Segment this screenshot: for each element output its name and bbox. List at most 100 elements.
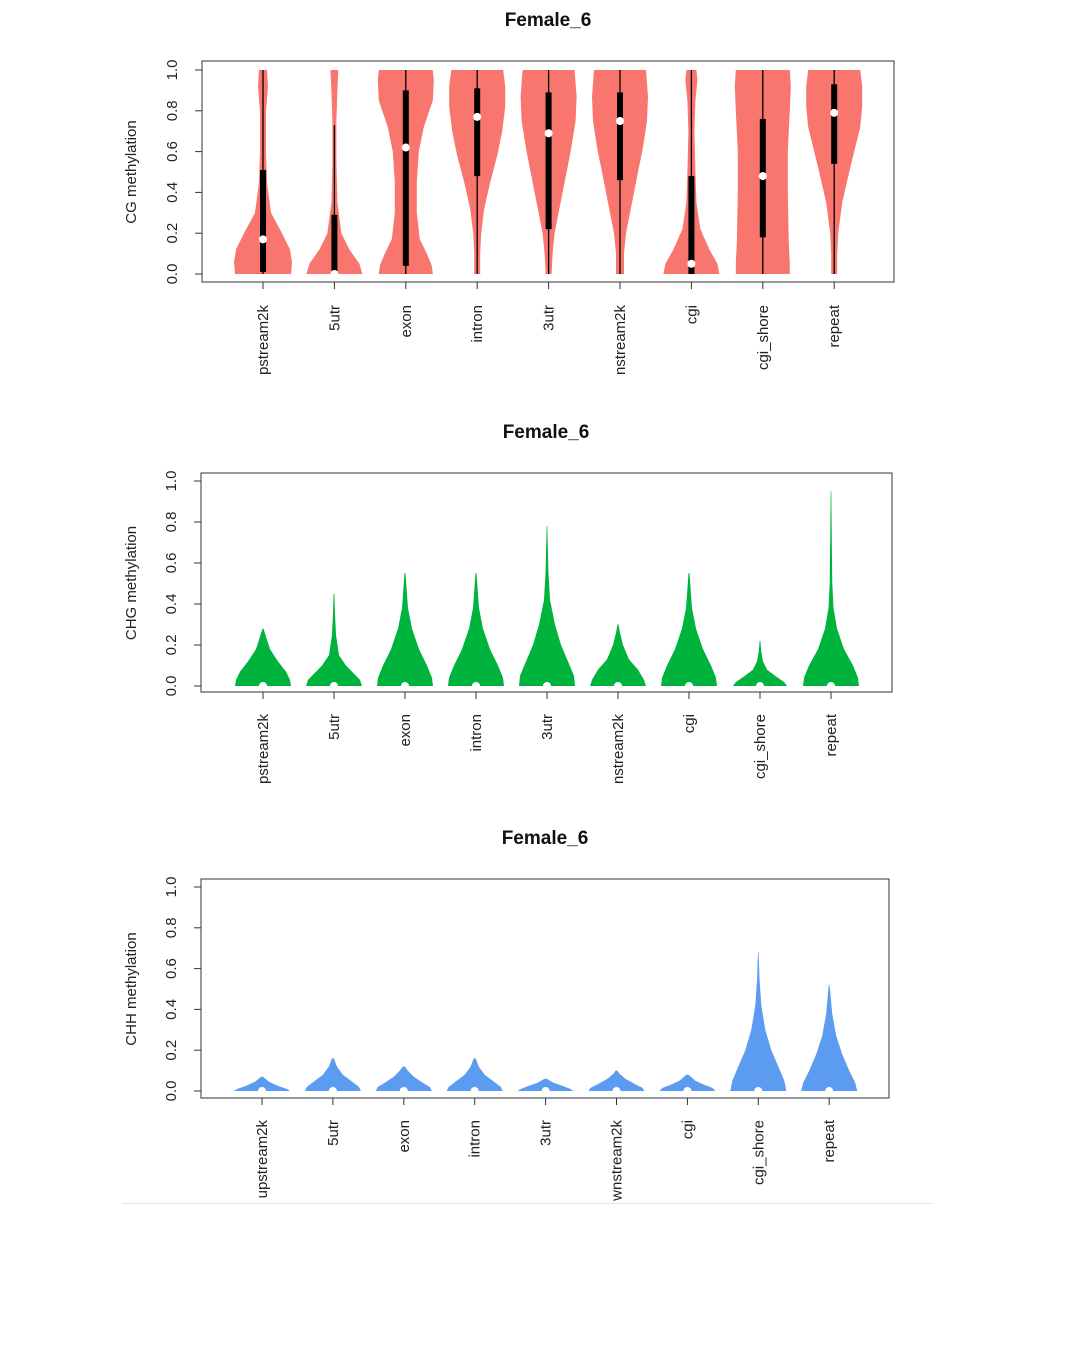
chh-y-tick-label: 0.4 (163, 999, 180, 1020)
cg-chart-title: Female_6 (505, 10, 592, 31)
cg-y-tick-label: 0.6 (164, 141, 181, 162)
chh-median-cgi_shore (754, 1087, 763, 1095)
cg-iqr-box-repeat (831, 84, 838, 164)
chh-plot-frame (200, 878, 890, 1099)
cg-iqr-box-exon (402, 90, 409, 266)
chg-violin-repeat (803, 491, 859, 686)
cg-y-tick-label: 0.8 (164, 100, 181, 121)
chg-median-cgi (685, 682, 693, 690)
chg-x-tick-label-upstream2k: pstream2k (255, 714, 272, 785)
chh-y-tick-label: 1.0 (163, 877, 180, 898)
chh-y-axis: 0.0 0.2 0.4 0.6 0.8 1.0 (163, 877, 202, 1102)
chg-violin-5utr (306, 593, 362, 686)
chh-x-tick-label-downstream2k: wnstream2k (609, 1120, 626, 1202)
cg-y-tick-label: 0.2 (164, 223, 181, 244)
chg-x-axis: pstream2k 5utr exon intron 3utr nstream2k cgi c… (255, 691, 840, 785)
chg-x-tick-label-downstream2k: nstream2k (610, 714, 627, 785)
chh-violin-downstream2k (588, 1070, 645, 1091)
cg-median-cgi_shore (758, 172, 767, 181)
chh-violin-exon (375, 1066, 432, 1091)
chh-violin-repeat (801, 984, 858, 1091)
chg-violins (235, 491, 859, 690)
cg-median-3utr (544, 129, 553, 138)
chg-median-5utr (330, 682, 338, 690)
chg-x-tick-label-cgi_shore: cgi_shore (752, 714, 769, 779)
chg-x-tick-label-exon: exon (397, 714, 414, 747)
page-divider (122, 1203, 932, 1204)
cg-x-axis: pstream2k 5utr exon intron 3utr nstream2k cgi c… (255, 281, 843, 376)
chh-y-tick-label: 0.6 (163, 958, 180, 979)
chh-y-tick-label: 0.0 (163, 1081, 180, 1102)
chh-median-cgi (683, 1087, 692, 1095)
chh-violin-cgi_shore (730, 952, 787, 1091)
cg-median-intron (473, 112, 482, 121)
chh-chart-title: Female_6 (502, 828, 589, 849)
cg-x-tick-label-cgi_shore: cgi_shore (755, 305, 772, 370)
chg-median-3utr (543, 682, 551, 690)
chh-x-tick-label-repeat: repeat (821, 1119, 838, 1162)
chg-violin-cgi (661, 573, 717, 686)
chh-violin-upstream2k (234, 1076, 290, 1091)
chg-x-tick-label-cgi: cgi (681, 714, 698, 733)
chh-median-downstream2k (612, 1087, 621, 1095)
chg-violin-exon (377, 573, 433, 686)
chg-x-tick-label-intron: intron (468, 714, 485, 752)
cg-y-tick-label: 1.0 (164, 60, 181, 81)
chg-violin-downstream2k (590, 624, 646, 686)
chg-violin-3utr (519, 526, 575, 686)
chg-y-tick-label: 0.4 (163, 594, 180, 615)
chg-median-exon (401, 682, 409, 690)
chh-x-tick-label-cgi: cgi (679, 1120, 696, 1139)
chh-x-axis: upstream2k 5utr exon intron 3utr wnstream2k cg… (254, 1097, 838, 1202)
cg-violins (234, 70, 863, 278)
cg-x-tick-label-repeat: repeat (826, 304, 843, 347)
chh-panel: Female_6 0.0 0.2 0.4 0.6 0.8 1.0 upstream2k 5u… (123, 828, 890, 1202)
chh-median-3utr (541, 1087, 550, 1095)
cg-iqr-box-cgi (688, 176, 695, 274)
cg-iqr-box-intron (474, 88, 481, 177)
cg-x-tick-label-intron: intron (469, 305, 486, 343)
cg-x-tick-label-cgi: cgi (683, 305, 700, 324)
chg-x-tick-label-5utr: 5utr (326, 714, 343, 740)
cg-median-exon (401, 143, 410, 152)
chg-median-downstream2k (614, 682, 622, 690)
chh-y-tick-label: 0.2 (163, 1040, 180, 1061)
chh-median-repeat (825, 1087, 834, 1095)
cg-median-cgi (687, 259, 696, 268)
chg-x-tick-label-3utr: 3utr (539, 714, 556, 740)
cg-median-repeat (830, 108, 839, 117)
cg-x-tick-label-downstream2k: nstream2k (612, 305, 629, 376)
chh-y-tick-label: 0.8 (163, 917, 180, 938)
cg-x-tick-label-exon: exon (398, 305, 415, 338)
chh-y-axis-label: CHH methylation (123, 932, 140, 1045)
cg-median-5utr (330, 270, 339, 278)
cg-median-downstream2k (616, 117, 624, 125)
chg-y-tick-label: 1.0 (163, 471, 180, 492)
cg-iqr-box-upstream2k (260, 169, 266, 272)
chh-median-upstream2k (258, 1087, 266, 1095)
cg-y-axis-label: CG methylation (123, 120, 140, 223)
chg-y-axis-label: CHG methylation (123, 526, 140, 640)
chh-violins (234, 952, 858, 1095)
chh-x-tick-label-3utr: 3utr (538, 1120, 555, 1146)
chh-median-intron (470, 1087, 479, 1095)
chg-median-upstream2k (259, 682, 267, 690)
chh-violin-3utr (517, 1078, 574, 1091)
chg-y-tick-label: 0.2 (163, 635, 180, 656)
cg-median-upstream2k (259, 235, 267, 244)
cg-y-axis: 0.0 0.2 0.4 0.6 0.8 1.0 (164, 60, 203, 284)
chg-y-tick-label: 0.8 (163, 512, 180, 533)
chg-y-tick-label: 0.0 (163, 676, 180, 697)
chg-median-intron (472, 682, 480, 690)
cg-panel: Female_6 0.0 0.2 0.4 0.6 0.8 1.0 pstream2k 5ut… (123, 10, 895, 376)
cg-x-tick-label-upstream2k: pstream2k (255, 305, 272, 376)
chg-panel: Female_6 0.0 0.2 0.4 0.6 0.8 1.0 pstream2k 5ut… (123, 422, 893, 785)
chg-violin-upstream2k (235, 628, 291, 686)
cg-iqr-box-3utr (545, 92, 552, 230)
chh-violin-cgi (659, 1074, 716, 1091)
chh-x-tick-label-cgi_shore: cgi_shore (750, 1120, 767, 1185)
chh-x-tick-label-exon: exon (396, 1120, 413, 1153)
chh-median-5utr (328, 1087, 337, 1095)
cg-y-tick-label: 0.4 (164, 182, 181, 203)
